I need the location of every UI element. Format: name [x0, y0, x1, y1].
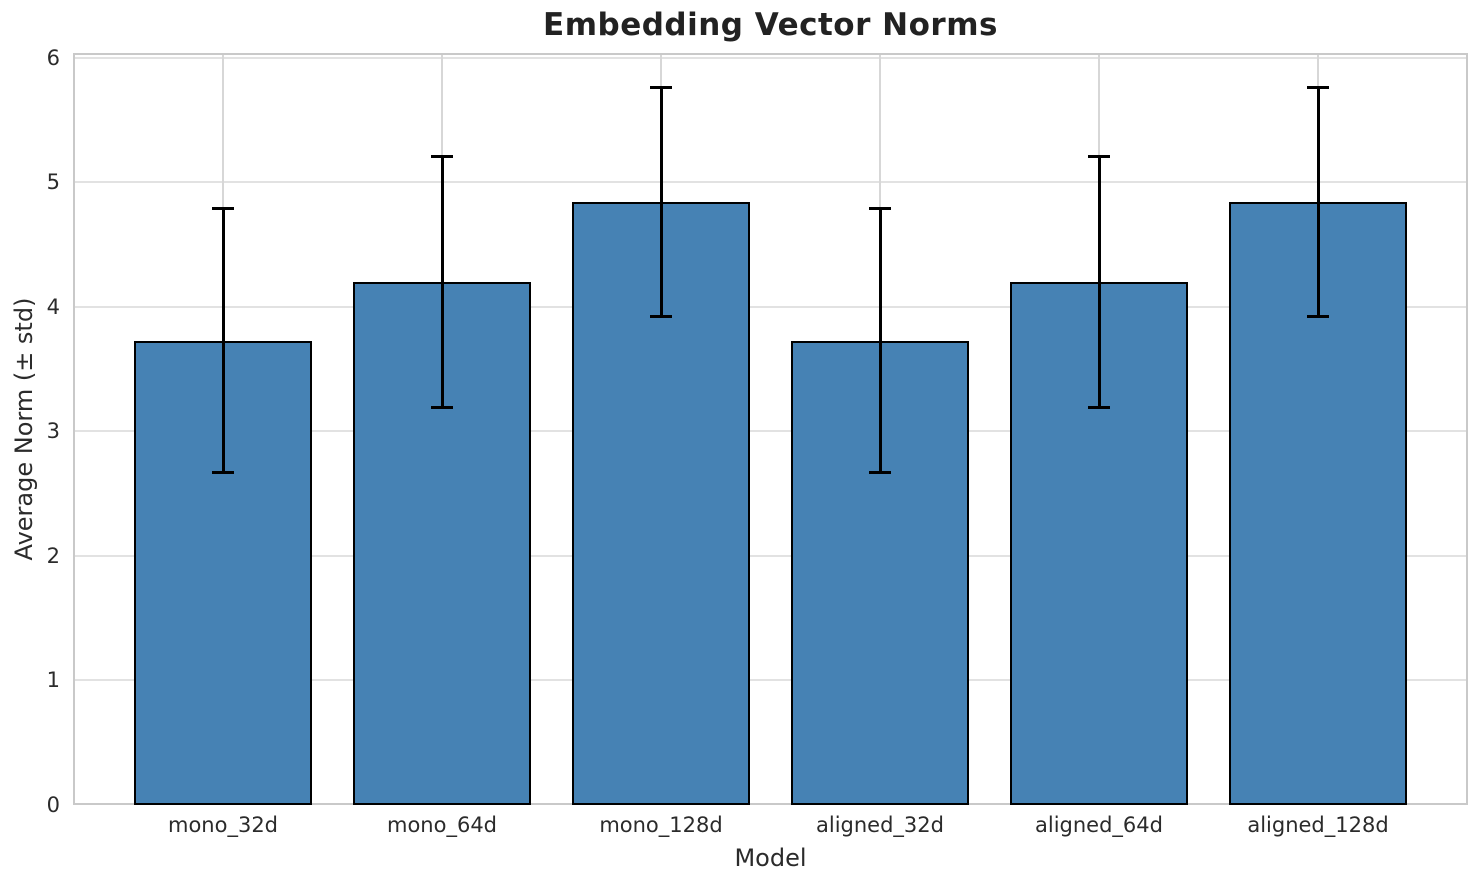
chart-title: Embedding Vector Norms: [543, 7, 998, 43]
h-gridline-2: [75, 554, 1466, 557]
y-tick-label-2: 2: [46, 543, 60, 568]
x-tick-label-mono_64d: mono_64d: [386, 813, 498, 837]
error-bar-mono_128d: [659, 87, 663, 317]
h-gridline-6: [75, 56, 1466, 59]
error-cap-top-aligned_128d: [1307, 86, 1329, 90]
error-cap-top-aligned_32d: [869, 207, 891, 211]
error-cap-bottom-mono_128d: [650, 315, 672, 319]
y-tick-label-4: 4: [46, 294, 60, 319]
x-tick-label-aligned_128d: aligned_128d: [1247, 813, 1389, 837]
y-tick-label-6: 6: [46, 45, 60, 70]
error-bar-aligned_32d: [878, 208, 882, 473]
error-cap-bottom-mono_64d: [431, 406, 453, 410]
error-cap-top-aligned_64d: [1088, 154, 1110, 158]
error-bar-aligned_128d: [1316, 87, 1320, 317]
error-cap-top-mono_64d: [431, 154, 453, 158]
error-cap-top-mono_128d: [650, 86, 672, 90]
h-gridline-5: [75, 181, 1466, 184]
error-cap-bottom-aligned_128d: [1307, 315, 1329, 319]
error-bar-aligned_64d: [1097, 156, 1101, 408]
x-axis-label: Model: [734, 844, 807, 872]
x-tick-label-aligned_32d: aligned_32d: [816, 813, 944, 837]
x-tick-label-mono_128d: mono_128d: [599, 813, 723, 837]
h-gridline-4: [75, 305, 1466, 308]
error-cap-top-mono_32d: [212, 207, 234, 211]
h-gridline-3: [75, 430, 1466, 433]
error-bar-mono_32d: [221, 208, 225, 473]
y-tick-label-0: 0: [46, 793, 60, 817]
error-bar-mono_64d: [440, 156, 444, 408]
error-cap-bottom-mono_32d: [212, 471, 234, 475]
y-tick-label-1: 1: [46, 668, 60, 693]
error-cap-bottom-aligned_64d: [1088, 406, 1110, 410]
y-tick-label-3: 3: [46, 419, 60, 444]
x-tick-label-mono_32d: mono_32d: [167, 813, 279, 837]
error-cap-bottom-aligned_32d: [869, 471, 891, 475]
x-tick-label-aligned_64d: aligned_64d: [1035, 813, 1163, 837]
y-tick-label-5: 5: [46, 170, 60, 195]
h-gridline-1: [75, 679, 1466, 682]
